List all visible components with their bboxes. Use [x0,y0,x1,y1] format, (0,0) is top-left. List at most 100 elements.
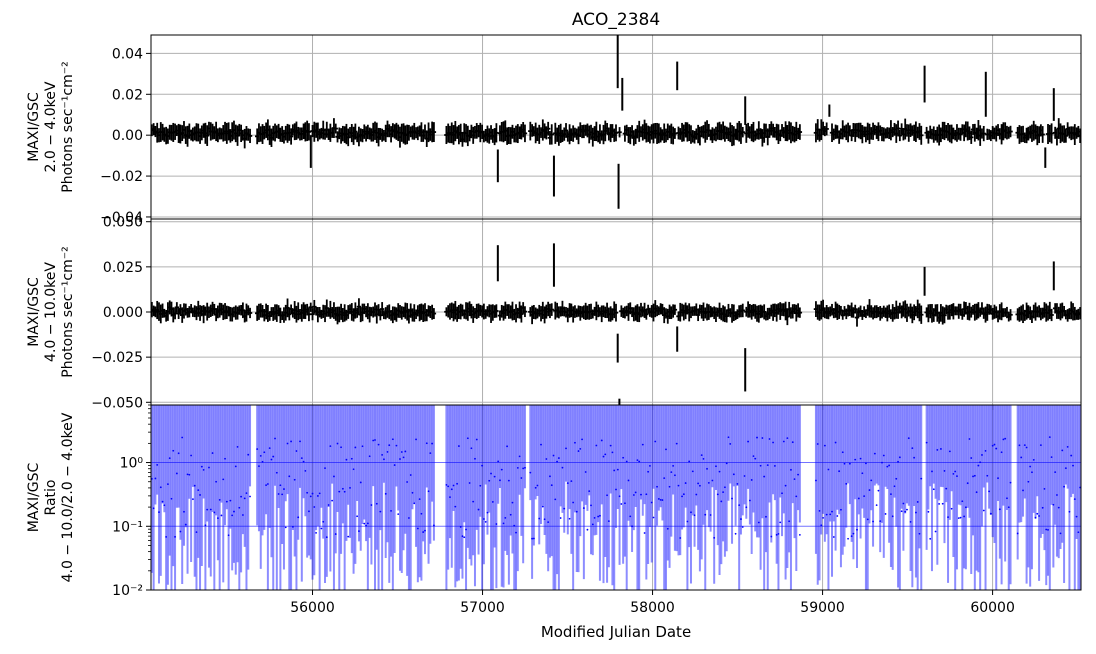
x-tick-label: 56000 [290,600,335,616]
ratio-point [281,493,284,496]
ratio-point [538,517,541,520]
ratio-point [779,521,782,524]
ratio-point [927,510,930,513]
ratio-point [343,490,346,493]
ratio-point [290,440,292,443]
ratio-point [582,507,585,509]
ratio-point [1056,494,1058,496]
ratio-point [581,438,583,441]
ratio-point [1031,471,1033,474]
ratio-point [1039,444,1042,447]
ratio-point [541,505,544,508]
ratio-point [377,443,380,446]
ratio-point [518,455,521,458]
ratio-point [875,504,878,507]
ratio-point [745,506,748,509]
ratio-point [857,497,860,500]
ratio-point [704,513,707,516]
ratio-point [943,470,946,472]
ratio-point [177,452,180,455]
ratio-point [968,438,971,440]
ratio-point [697,482,700,485]
ratio-point [781,492,783,495]
ratio-point [740,518,742,520]
ratio-point [570,480,573,483]
ratio-point [1045,528,1048,531]
ratio-point [879,520,882,523]
ratio-point [202,468,205,471]
ratio-point [816,443,819,445]
ratio-point [738,504,741,507]
ratio-point [406,481,409,483]
x-axis-label: Modified Julian Date [541,623,691,641]
ratio-point [652,516,655,519]
ratio-point [416,527,419,530]
ratio-point [445,483,448,486]
ratio-point [873,452,876,455]
ratio-point [354,446,357,449]
errorbar-series [151,243,1081,405]
y-tick-label: 0.00 [112,128,143,144]
ratio-point [315,531,317,534]
ratio-point [208,466,210,469]
ratio-point [793,478,796,481]
ratio-point [979,461,982,464]
ratio-point [959,516,962,519]
ratio-point [308,510,310,513]
ratio-point [675,442,678,445]
ratio-point [607,520,610,523]
ratio-point [588,490,591,493]
ratio-point [484,521,487,523]
ratio-point [997,477,999,480]
ratio-point [727,436,730,439]
ratio-point [888,464,891,467]
ratio-point [706,467,708,470]
ratio-point [349,487,351,489]
ratio-point [368,455,371,458]
ratio-point [515,531,517,534]
ratio-point [972,475,974,478]
ratio-point [395,444,398,447]
ratio-point [556,460,558,463]
ratio-point [897,460,899,463]
ratio-point [302,460,305,463]
ratio-point [759,464,762,467]
ratio-point [932,488,935,491]
ratio-point [218,498,221,501]
ratio-point [836,515,839,517]
ratio-point [634,491,637,494]
ratio-point [427,490,430,493]
ratio-point [718,470,721,473]
ratio-point [365,524,367,527]
ratio-point [341,487,344,490]
ratio-point [707,481,710,484]
ratio-point [666,527,669,530]
ratio-point [1063,485,1065,488]
ratio-point [699,484,701,487]
ratio-point [499,479,501,482]
ratio-point [547,521,550,524]
ratio-point [482,518,485,520]
ratio-point [936,449,939,451]
ratio-point [788,520,791,523]
ratio-point [647,470,650,473]
ratio-point [984,449,987,452]
ratio-point [954,470,957,473]
ratio-point [274,437,276,440]
ratio-point [516,466,519,469]
ratio-point [256,448,259,450]
y-tick-label: 0.04 [112,46,143,62]
ratio-point [1032,458,1035,461]
ratio-point [550,484,553,487]
ratio-point [418,498,421,500]
ratio-point [681,495,683,498]
ratio-point [665,448,667,451]
ratio-point [350,457,353,460]
ratio-point [333,475,335,478]
ratio-point [632,494,635,496]
ratio-point [557,457,560,459]
ratio-point [920,477,923,480]
ratio-point [898,456,901,459]
ratio-point [241,514,244,516]
ratio-point [982,509,985,512]
